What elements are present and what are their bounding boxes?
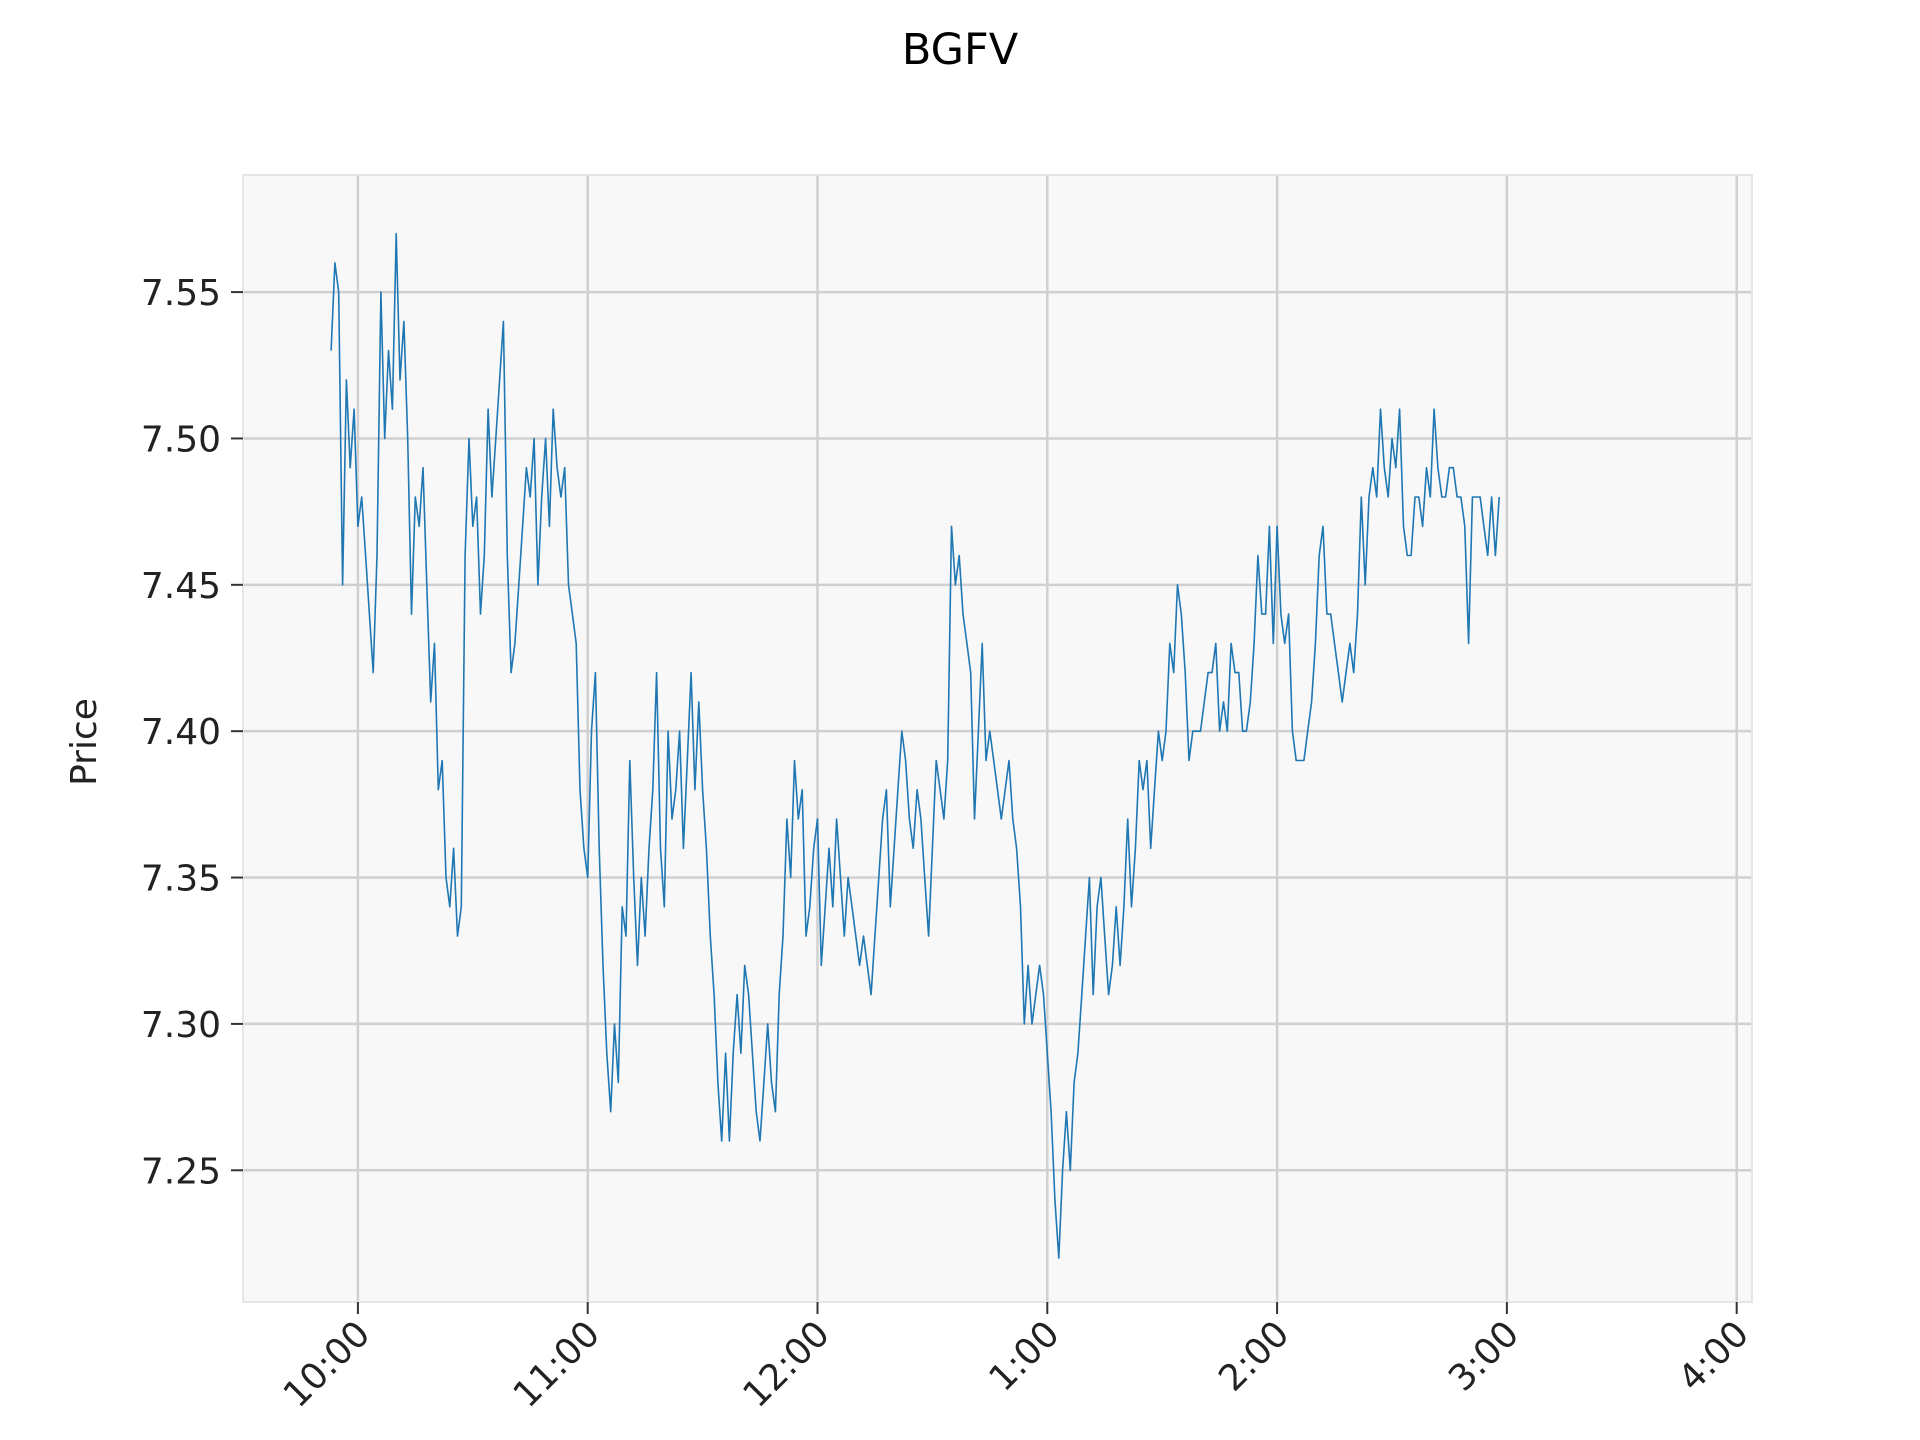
y-tick-label: 7.45 [141, 566, 221, 607]
x-axis: 10:00 11:00 12:00 1:00 2:00 3:00 4:00 [276, 1302, 1757, 1416]
x-tick-label: 11:00 [506, 1313, 608, 1415]
x-tick-label: 1:00 [981, 1313, 1067, 1399]
y-tick-label: 7.35 [141, 859, 221, 900]
y-tick-label: 7.25 [141, 1151, 221, 1192]
x-tick-label: 12:00 [736, 1313, 838, 1415]
y-tick-label: 7.50 [141, 419, 221, 460]
y-tick-label: 7.40 [141, 712, 221, 753]
x-tick-label: 3:00 [1441, 1313, 1527, 1399]
y-axis: 7.25 7.30 7.35 7.40 7.45 7.50 7.55 [141, 273, 243, 1192]
chart-title: BGFV [902, 25, 1019, 75]
y-tick-label: 7.30 [141, 1005, 221, 1046]
y-axis-label: Price [64, 698, 105, 786]
x-tick-label: 10:00 [276, 1313, 378, 1415]
x-tick-label: 2:00 [1211, 1313, 1297, 1399]
x-tick-label: 4:00 [1671, 1313, 1757, 1399]
plot-area [243, 175, 1752, 1302]
y-tick-label: 7.55 [141, 273, 221, 314]
